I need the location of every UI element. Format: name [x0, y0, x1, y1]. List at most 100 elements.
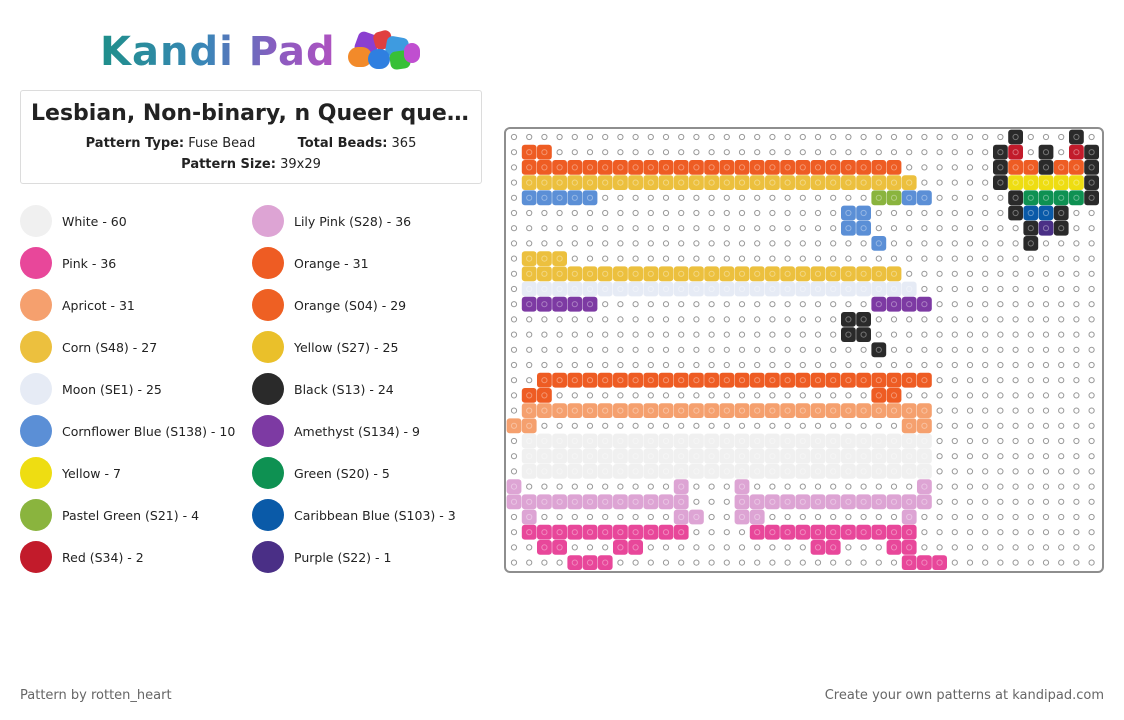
total-beads-label: Total Beads:: [297, 136, 388, 151]
bead: [537, 190, 552, 206]
empty-peg: [936, 255, 943, 262]
empty-peg: [1042, 407, 1050, 414]
color-swatch: [252, 499, 284, 531]
empty-peg: [1058, 301, 1065, 308]
empty-peg: [723, 225, 730, 232]
bead: [689, 403, 704, 418]
bead-hole: [541, 529, 548, 536]
empty-peg: [571, 225, 578, 232]
bead-hole: [906, 453, 913, 460]
empty-peg: [556, 361, 563, 369]
empty-peg: [526, 483, 533, 490]
empty-peg: [830, 301, 837, 308]
empty-peg: [830, 225, 837, 232]
bead: [765, 266, 780, 282]
bead-hole: [921, 301, 928, 308]
bead: [810, 281, 826, 297]
bead-hole: [830, 285, 837, 293]
bead-hole: [602, 270, 609, 277]
bead-hole: [647, 270, 654, 277]
empty-peg: [890, 209, 898, 217]
bead: [734, 479, 750, 494]
empty-peg: [1012, 407, 1019, 414]
bead-hole: [860, 377, 867, 384]
empty-peg: [1058, 513, 1065, 521]
create-patterns-link[interactable]: Create your own patterns at kandipad.com: [824, 688, 1104, 703]
bead-hole: [556, 194, 563, 201]
bead-hole: [632, 544, 639, 551]
kandi-pad-logo[interactable]: Kandi Pad: [100, 26, 422, 78]
bead-hole: [602, 468, 609, 475]
empty-peg: [617, 392, 624, 399]
empty-peg: [1058, 149, 1065, 156]
empty-peg: [769, 301, 776, 308]
bead: [643, 266, 659, 282]
empty-peg: [936, 225, 943, 232]
bead-hole: [860, 468, 867, 475]
empty-peg: [693, 544, 700, 551]
bead: [537, 464, 552, 479]
empty-peg: [799, 361, 806, 369]
empty-peg: [738, 346, 746, 353]
bead-hole: [1027, 225, 1034, 232]
empty-peg: [769, 194, 776, 201]
bead-hole: [526, 179, 533, 186]
empty-peg: [997, 133, 1004, 141]
bead: [1008, 160, 1023, 175]
bead: [613, 175, 628, 190]
empty-peg: [556, 483, 563, 490]
bead-hole: [921, 194, 928, 201]
empty-peg: [966, 407, 974, 414]
empty-peg: [875, 255, 882, 262]
empty-peg: [632, 392, 639, 399]
bead-hole: [769, 377, 776, 384]
legend-item: Purple (S22) - 1: [252, 536, 484, 578]
empty-peg: [982, 468, 989, 475]
bead: [521, 403, 537, 418]
bead: [521, 296, 537, 312]
bead: [506, 479, 522, 494]
bead-hole: [678, 407, 685, 414]
bead: [841, 205, 856, 221]
bead-hole: [921, 468, 928, 475]
empty-peg: [982, 407, 989, 414]
empty-peg: [860, 422, 867, 429]
bead-hole: [617, 437, 624, 445]
color-swatch: [20, 289, 52, 321]
empty-peg: [1027, 437, 1034, 445]
bead: [552, 266, 567, 282]
empty-peg: [1012, 240, 1019, 247]
empty-peg: [1073, 225, 1080, 232]
empty-peg: [951, 407, 958, 414]
bead-pegboard[interactable]: [504, 127, 1104, 573]
pattern-author[interactable]: Pattern by rotten_heart: [20, 688, 172, 703]
bead-hole: [845, 407, 852, 414]
empty-peg: [510, 149, 518, 156]
bead: [856, 524, 871, 540]
empty-peg: [951, 422, 958, 429]
empty-peg: [845, 301, 852, 308]
bead-hole: [860, 285, 867, 293]
empty-peg: [951, 255, 958, 262]
bead-hole: [662, 407, 670, 414]
empty-peg: [708, 513, 715, 521]
bead-hole: [738, 483, 746, 490]
empty-peg: [1088, 468, 1095, 475]
bead-hole: [617, 164, 624, 171]
empty-peg: [936, 346, 943, 353]
bead-hole: [830, 453, 837, 460]
empty-peg: [936, 453, 943, 460]
bead: [871, 266, 887, 282]
empty-peg: [632, 513, 639, 521]
bead: [582, 494, 598, 510]
bead: [795, 372, 811, 388]
bead: [734, 494, 750, 510]
empty-peg: [814, 483, 822, 490]
empty-peg: [526, 544, 533, 551]
empty-peg: [510, 133, 518, 141]
empty-peg: [510, 544, 518, 551]
empty-peg: [693, 149, 700, 156]
empty-peg: [678, 149, 685, 156]
empty-peg: [632, 301, 639, 308]
bead: [825, 433, 841, 449]
